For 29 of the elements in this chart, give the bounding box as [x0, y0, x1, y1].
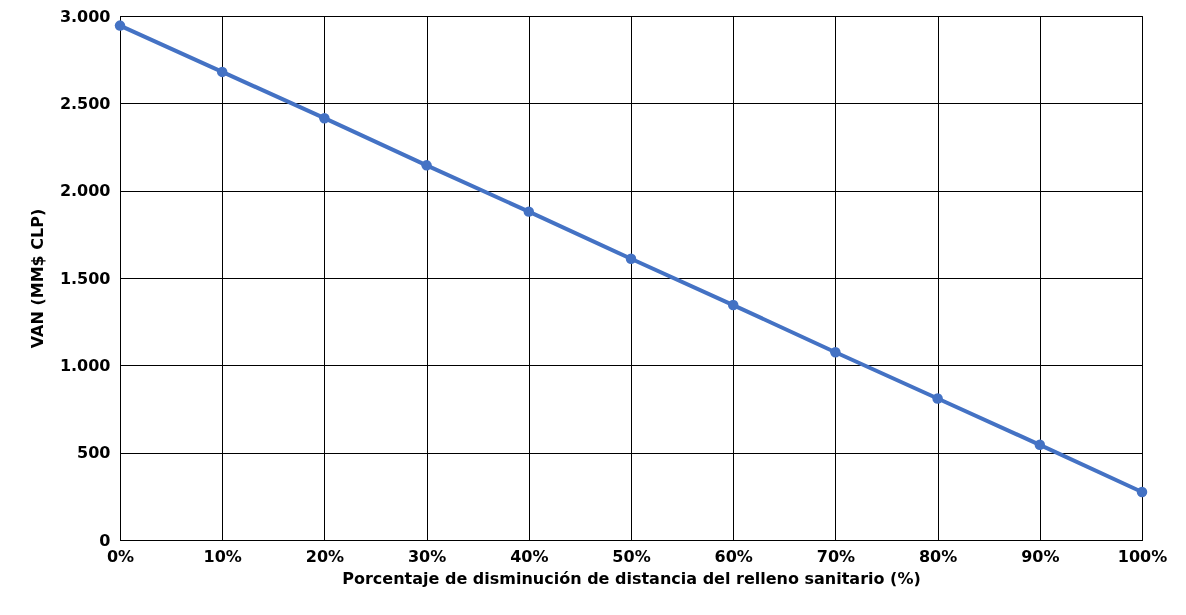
y-axis-title: VAN (MM$ CLP) [27, 208, 47, 349]
y-tick-label: 1.500 [59, 268, 111, 288]
y-tick-label: 2.500 [59, 93, 111, 113]
x-tick-label: 30% [407, 546, 447, 566]
x-tick-label: 40% [510, 546, 549, 566]
point [216, 66, 228, 78]
x-tick-label: 70% [816, 546, 856, 566]
y-tick-label: 3.000 [59, 6, 111, 26]
point [114, 20, 126, 31]
y-tick-label: 2.000 [59, 181, 111, 201]
point [830, 347, 841, 358]
point [319, 112, 330, 124]
x-tick-label: 80% [918, 546, 958, 566]
point [625, 253, 637, 265]
x-tick-label: 90% [1021, 546, 1060, 566]
point [932, 393, 943, 404]
point [421, 160, 432, 171]
point [727, 299, 739, 311]
x-tick-label: 50% [612, 546, 651, 566]
x-tick-label: 20% [305, 546, 345, 566]
x-axis-title: Porcentaje de disminución de distancia del relleno sanitario (%) [342, 568, 921, 588]
y-tick-label: 500 [77, 443, 111, 463]
point [1034, 439, 1046, 451]
x-tick-label: 100% [1117, 546, 1168, 566]
x-tick-label: 60% [714, 546, 753, 566]
point [1136, 486, 1148, 498]
point [523, 206, 535, 217]
x-tick-label: 10% [203, 546, 242, 566]
y-tick-label: 1.000 [59, 355, 111, 375]
